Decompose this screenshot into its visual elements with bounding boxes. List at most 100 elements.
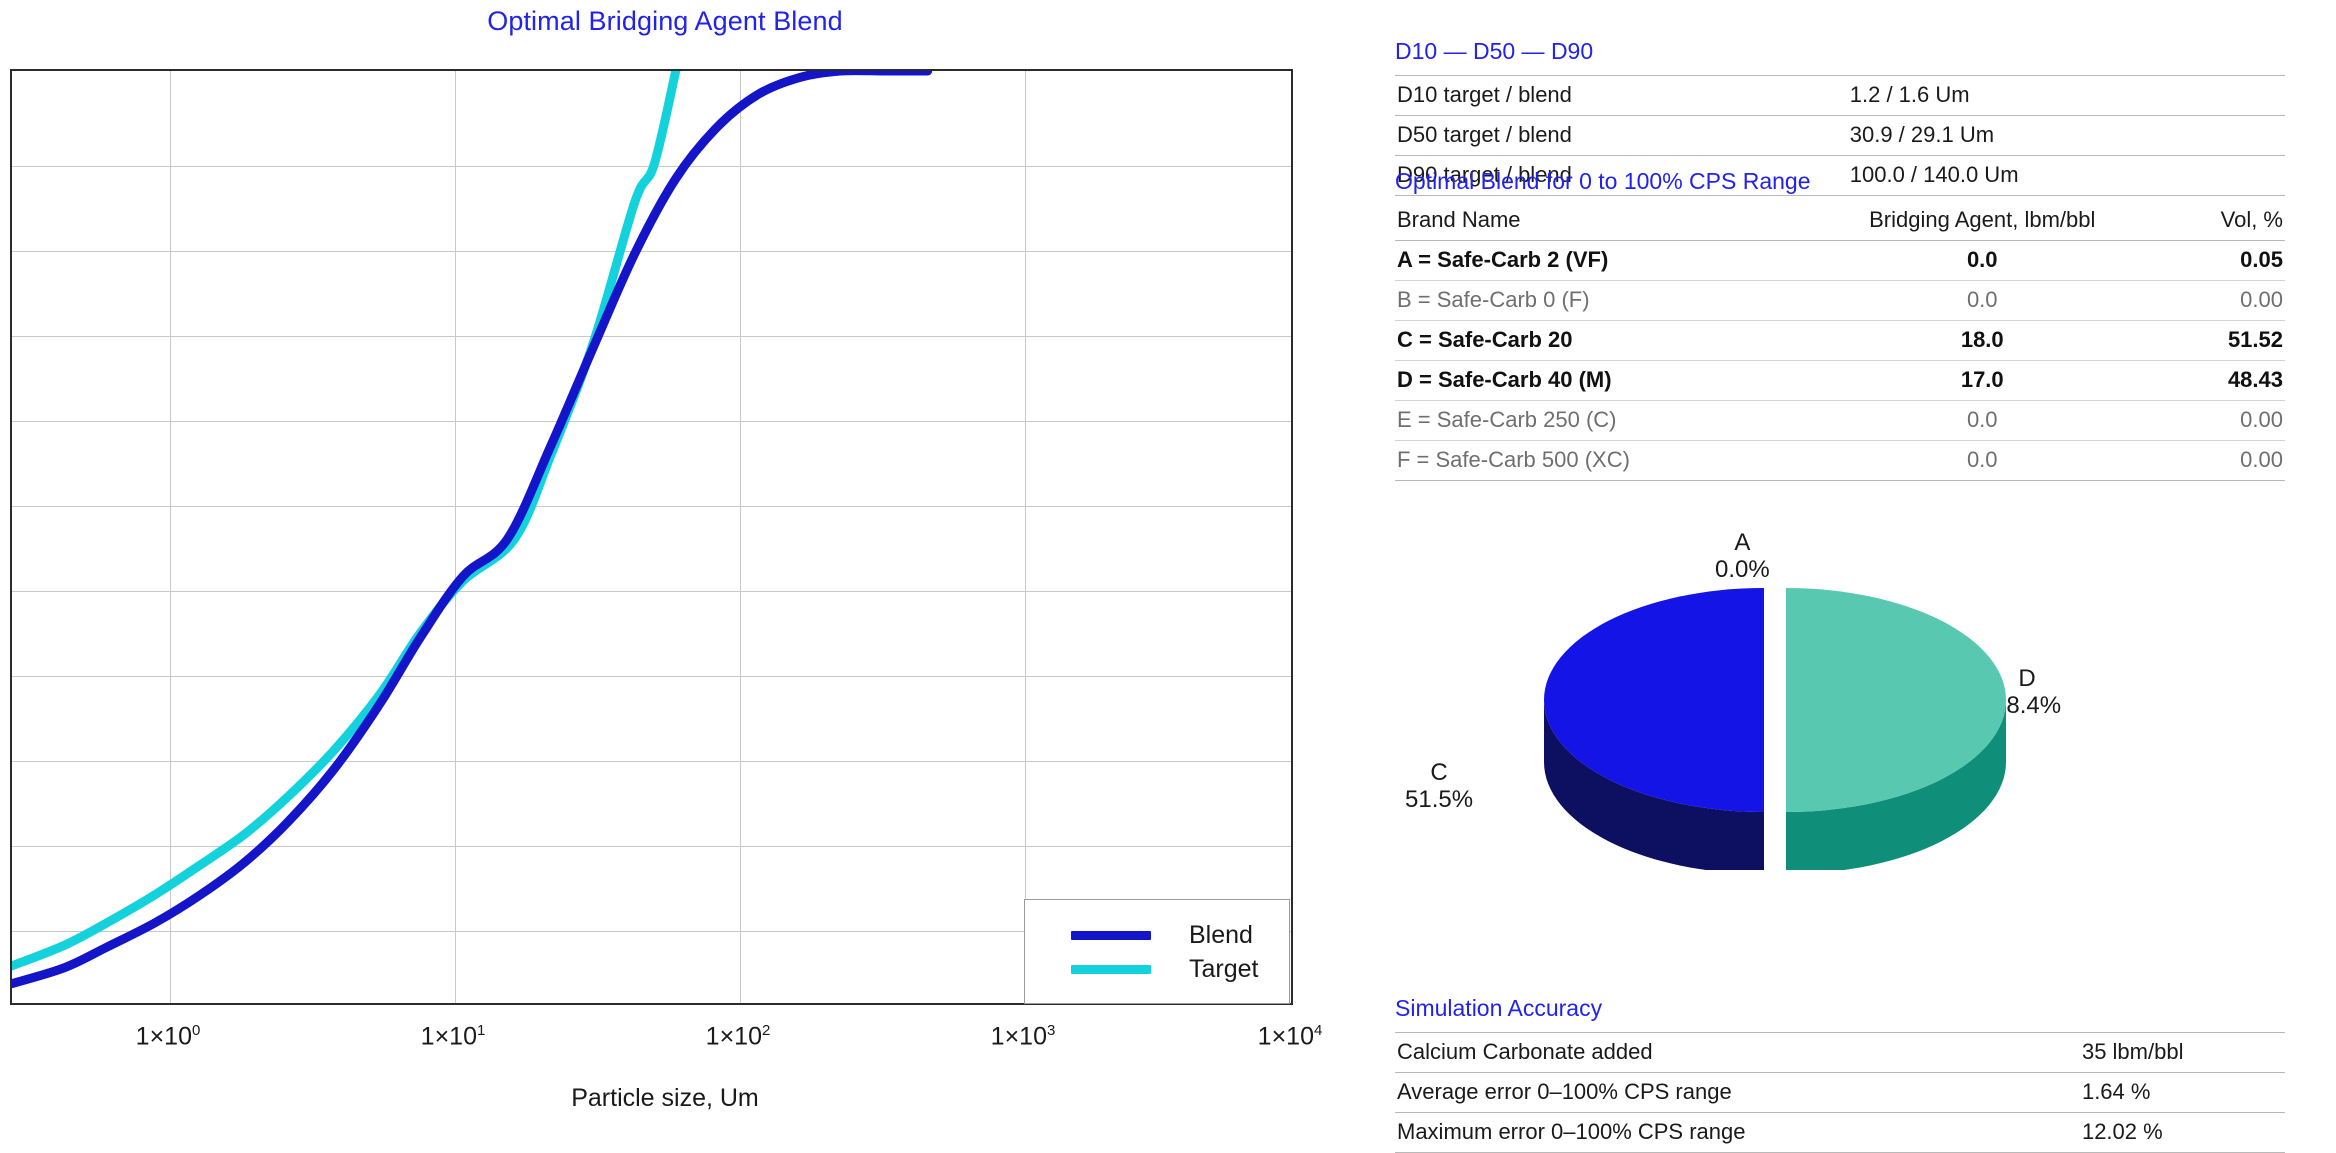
pie-label-c: C 51.5% xyxy=(1405,759,1474,814)
cell-brand-name: E = Safe-Carb 250 (C) xyxy=(1395,400,1791,441)
gridline-horizontal xyxy=(12,421,1291,422)
row-value: 100.0 / 140.0 Um xyxy=(1847,155,2285,196)
pie-chart-graphic xyxy=(1544,588,2006,870)
section-title-optimal-blend: Optimal Blend for 0 to 100% CPS Range xyxy=(1395,168,1811,194)
column-header-brand-name: Brand Name xyxy=(1395,205,1791,241)
table-row: D = Safe-Carb 40 (M) 17.0 48.43 xyxy=(1395,360,2285,401)
pie-slice-c-side xyxy=(1544,700,1764,870)
cell-bridging-agent: 0.0 xyxy=(1790,400,2175,441)
x-tick-label: 1×104 xyxy=(1257,1022,1323,1051)
table-row: B = Safe-Carb 0 (F) 0.0 0.00 xyxy=(1395,280,2285,321)
x-tick-label: 1×102 xyxy=(705,1022,771,1051)
table-row: C = Safe-Carb 20 18.0 51.52 xyxy=(1395,320,2285,361)
cell-brand-name: C = Safe-Carb 20 xyxy=(1395,320,1791,361)
pie-chart: A 0.0% C 51.5% D 48.4% xyxy=(1385,529,2285,870)
section-title-d-values: D10 — D50 — D90 xyxy=(1395,38,1594,64)
cell-brand-name: D = Safe-Carb 40 (M) xyxy=(1395,360,1791,401)
pie-label-a-key: A xyxy=(1734,529,1751,556)
legend-swatch-target xyxy=(1071,965,1151,974)
gridline-vertical xyxy=(1025,71,1026,1003)
gridline-vertical xyxy=(455,71,456,1003)
gridline-horizontal xyxy=(12,506,1291,507)
gridline-horizontal xyxy=(12,931,1291,932)
gridline-horizontal xyxy=(12,761,1291,762)
table-row: D10 target / blend 1.2 / 1.6 Um xyxy=(1395,75,2285,116)
table-row: Calcium Carbonate added 35 lbm/bbl xyxy=(1395,1032,2285,1073)
x-axis-label: Particle size, Um xyxy=(571,1084,759,1112)
row-label: D90 target / blend xyxy=(1395,155,1848,196)
cell-bridging-agent: 17.0 xyxy=(1790,360,2175,401)
table-row: E = Safe-Carb 250 (C) 0.0 0.00 xyxy=(1395,400,2285,441)
cell-vol-percent: 0.00 xyxy=(2174,440,2285,481)
x-tick-label: 1×100 xyxy=(135,1022,201,1051)
cell-vol-percent: 0.00 xyxy=(2174,400,2285,441)
section-d-values: D10 — D50 — D90 D10 target / blend 1.2 /… xyxy=(1395,38,2285,196)
row-label: Average error 0–100% CPS range xyxy=(1395,1072,2080,1113)
table-row: Average error 0–100% CPS range 1.64 % xyxy=(1395,1072,2285,1113)
simulation-accuracy-table: Calcium Carbonate added 35 lbm/bbl Avera… xyxy=(1395,1032,2285,1153)
section-optimal-blend: Optimal Blend for 0 to 100% CPS Range Br… xyxy=(1395,168,2285,481)
gridline-vertical xyxy=(740,71,741,1003)
row-value: 1.2 / 1.6 Um xyxy=(1847,75,2285,116)
row-value: 35 lbm/bbl xyxy=(2079,1032,2285,1073)
pie-label-a-percent: 0.0% xyxy=(1715,555,1770,583)
legend-label-blend: Blend xyxy=(1189,921,1253,949)
optimal-blend-table: Brand Name Bridging Agent, lbm/bbl Vol, … xyxy=(1395,205,2285,481)
gridline-horizontal xyxy=(12,251,1291,252)
chart-title: Optimal Bridging Agent Blend xyxy=(487,6,843,36)
legend-item-target: Target xyxy=(1025,953,1289,986)
row-label: D50 target / blend xyxy=(1395,115,1848,156)
pie-label-a: A 0.0% xyxy=(1715,529,1770,584)
cell-vol-percent: 48.43 xyxy=(2174,360,2285,401)
row-value: 12.02 % xyxy=(2079,1112,2285,1153)
d-values-table: D10 target / blend 1.2 / 1.6 Um D50 targ… xyxy=(1395,75,2285,196)
table-header-row: Brand Name Bridging Agent, lbm/bbl Vol, … xyxy=(1395,205,2285,241)
table-row: D50 target / blend 30.9 / 29.1 Um xyxy=(1395,115,2285,156)
cell-brand-name: F = Safe-Carb 500 (XC) xyxy=(1395,440,1791,481)
row-value: 30.9 / 29.1 Um xyxy=(1847,115,2285,156)
cell-bridging-agent: 18.0 xyxy=(1790,320,2175,361)
cell-brand-name: B = Safe-Carb 0 (F) xyxy=(1395,280,1791,321)
row-label: D10 target / blend xyxy=(1395,75,1848,116)
cell-vol-percent: 51.52 xyxy=(2174,320,2285,361)
legend-swatch-blend xyxy=(1071,931,1151,940)
x-tick-label: 1×103 xyxy=(990,1022,1056,1051)
series-line-target xyxy=(12,71,681,971)
cell-bridging-agent: 0.0 xyxy=(1790,240,2175,281)
gridline-horizontal xyxy=(12,846,1291,847)
column-header-bridging-agent: Bridging Agent, lbm/bbl xyxy=(1790,205,2175,241)
pie-slice-c-top xyxy=(1544,588,1764,812)
pie-slice-d-side xyxy=(1786,700,2006,870)
gridline-horizontal xyxy=(12,336,1291,337)
gridline-horizontal xyxy=(12,591,1291,592)
plot-area xyxy=(10,69,1293,1005)
section-simulation-accuracy: Simulation Accuracy Calcium Carbonate ad… xyxy=(1395,995,2285,1153)
series-curves xyxy=(12,71,933,989)
x-tick-label: 1×101 xyxy=(420,1022,486,1051)
cell-bridging-agent: 0.0 xyxy=(1790,280,2175,321)
pie-slice-d-top xyxy=(1786,588,2006,812)
legend-item-blend: Blend xyxy=(1025,919,1289,952)
table-row: F = Safe-Carb 500 (XC) 0.0 0.00 xyxy=(1395,440,2285,481)
cell-vol-percent: 0.00 xyxy=(2174,280,2285,321)
table-row: D90 target / blend 100.0 / 140.0 Um xyxy=(1395,155,2285,196)
chart-panel: Optimal Bridging Agent Blend 1×100 1×101… xyxy=(10,6,1323,1112)
cell-brand-name: A = Safe-Carb 2 (VF) xyxy=(1395,240,1791,281)
table-row: Maximum error 0–100% CPS range 12.02 % xyxy=(1395,1112,2285,1153)
cell-bridging-agent: 0.0 xyxy=(1790,440,2175,481)
pie-label-c-percent: 51.5% xyxy=(1405,785,1474,813)
cell-vol-percent: 0.05 xyxy=(2174,240,2285,281)
pie-label-d-key: D xyxy=(2018,665,2036,692)
row-value: 1.64 % xyxy=(2079,1072,2285,1113)
table-row: A = Safe-Carb 2 (VF) 0.0 0.05 xyxy=(1395,240,2285,281)
column-header-vol-percent: Vol, % xyxy=(2174,205,2285,241)
pie-label-c-key: C xyxy=(1430,759,1448,786)
gridline-vertical xyxy=(170,71,171,1003)
section-title-simulation-accuracy: Simulation Accuracy xyxy=(1395,995,1603,1021)
row-label: Maximum error 0–100% CPS range xyxy=(1395,1112,2080,1153)
chart-legend: Blend Target xyxy=(1024,899,1290,1004)
legend-label-target: Target xyxy=(1189,955,1259,983)
row-label: Calcium Carbonate added xyxy=(1395,1032,2080,1073)
series-line-blend xyxy=(12,71,933,989)
gridline-horizontal xyxy=(12,676,1291,677)
